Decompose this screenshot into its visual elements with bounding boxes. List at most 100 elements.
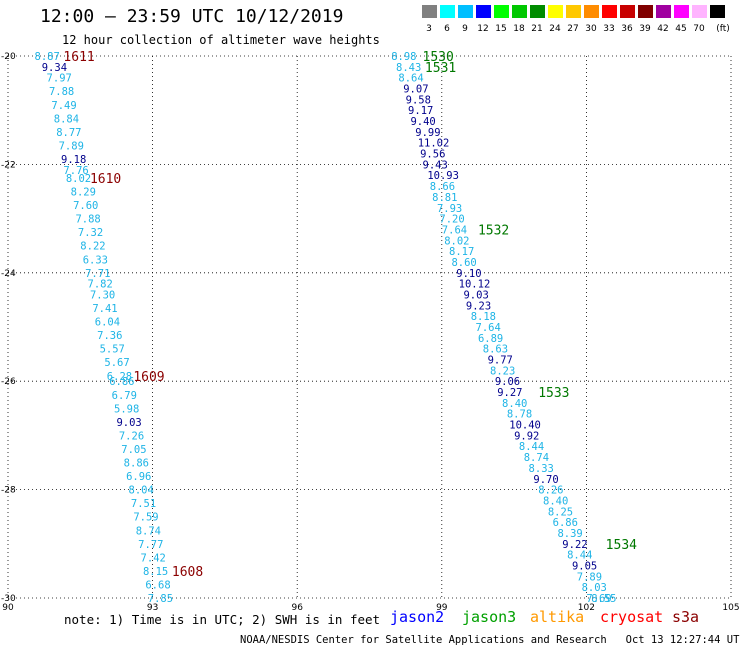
page-subtitle: 12 hour collection of altimeter wave hei… bbox=[62, 33, 380, 47]
wave-height-value: 7.26 bbox=[119, 430, 144, 442]
wave-height-value: 8.63 bbox=[483, 344, 508, 356]
x-tick-label: 105 bbox=[722, 603, 739, 613]
wave-height-value: 8.55 bbox=[591, 593, 616, 605]
wave-height-value: 8.44 bbox=[519, 441, 544, 453]
y-tick-label: -20 bbox=[1, 52, 16, 62]
wave-height-value: 8.40 bbox=[543, 495, 568, 507]
y-tick-label: -26 bbox=[1, 377, 16, 387]
color-scale-label: 70 bbox=[693, 24, 705, 34]
wave-height-value: 8.86 bbox=[124, 458, 149, 470]
wave-height-value: 8.04 bbox=[129, 485, 154, 497]
y-tick-label: -28 bbox=[1, 486, 16, 496]
wave-height-value: 6.79 bbox=[112, 390, 137, 402]
color-swatch-18 bbox=[512, 5, 527, 18]
wave-height-value: 8.33 bbox=[529, 463, 554, 475]
wave-height-value: 5.98 bbox=[114, 403, 139, 415]
wave-height-value: 9.27 bbox=[497, 387, 522, 399]
wave-height-value: 8.77 bbox=[56, 127, 81, 139]
wave-height-value: 8.29 bbox=[71, 187, 96, 199]
color-scale-label: 12 bbox=[477, 24, 489, 34]
wave-height-value: 6.89 bbox=[478, 333, 503, 345]
wave-height-value: 7.88 bbox=[49, 86, 74, 98]
wave-height-value: 7.89 bbox=[59, 140, 84, 152]
wave-height-value: 6.04 bbox=[95, 317, 120, 329]
wave-height-value: 8.64 bbox=[398, 73, 423, 85]
wave-height-value: 7.60 bbox=[73, 200, 98, 212]
wave-height-value: 7.42 bbox=[141, 552, 166, 564]
wave-height-value: 6.86 bbox=[109, 376, 134, 388]
pass-time-label: 1610 bbox=[90, 172, 121, 187]
color-swatch-33 bbox=[602, 5, 617, 18]
wave-height-value: 10.93 bbox=[427, 170, 459, 182]
wave-height-value: 9.34 bbox=[42, 62, 67, 74]
wave-height-value: 8.40 bbox=[502, 398, 527, 410]
credit-organization: NOAA/NESDIS Center for Satellite Applica… bbox=[240, 634, 607, 646]
color-swatch-70 bbox=[692, 5, 707, 18]
wave-height-value: 11.02 bbox=[418, 138, 450, 150]
color-scale-label: 9 bbox=[462, 24, 468, 34]
color-swatch-30 bbox=[584, 5, 599, 18]
wave-height-value: 9.77 bbox=[488, 355, 513, 367]
wave-height-value: 6.28 bbox=[107, 371, 132, 383]
color-scale-label: 33 bbox=[603, 24, 615, 34]
wave-height-value: 9.99 bbox=[415, 127, 440, 139]
credit-line: NOAA/NESDIS Center for Satellite Applica… bbox=[240, 634, 740, 646]
wave-height-value: 10.40 bbox=[509, 420, 541, 432]
wave-height-value: 9.40 bbox=[410, 116, 435, 128]
pass-time-label: 1534 bbox=[606, 538, 637, 553]
color-swatch-15 bbox=[494, 5, 509, 18]
y-tick-label: -22 bbox=[1, 160, 16, 170]
color-swatch-max bbox=[710, 5, 725, 18]
wave-height-value: 6.86 bbox=[553, 517, 578, 529]
wave-height-value: 7.64 bbox=[476, 322, 501, 334]
color-swatch-45 bbox=[674, 5, 689, 18]
wave-height-value: 8.26 bbox=[538, 485, 563, 497]
color-scale-label: 39 bbox=[639, 24, 651, 34]
wave-height-value: 8.87 bbox=[35, 51, 60, 63]
wave-height-value: 10.12 bbox=[459, 279, 491, 291]
color-swatch-39 bbox=[638, 5, 653, 18]
wave-height-value: 9.92 bbox=[514, 430, 539, 442]
wave-height-value: 5.57 bbox=[100, 344, 125, 356]
wave-height-value: 9.05 bbox=[572, 560, 597, 572]
color-swatch-3 bbox=[422, 5, 437, 18]
y-tick-label: -30 bbox=[1, 594, 16, 604]
wave-height-value: 7.49 bbox=[51, 100, 76, 112]
color-swatch-27 bbox=[566, 5, 581, 18]
wave-height-value: 7.20 bbox=[439, 214, 464, 226]
wave-height-value: 7.69 bbox=[586, 593, 611, 605]
color-scale-label: 36 bbox=[621, 24, 633, 34]
pass-time-label: 1608 bbox=[172, 565, 203, 580]
wave-height-value: 9.03 bbox=[463, 289, 488, 301]
wave-height-value: 8.22 bbox=[80, 241, 105, 253]
wave-height-value: 7.64 bbox=[442, 224, 467, 236]
pass-time-label: 1531 bbox=[425, 61, 456, 76]
wave-height-value: 9.58 bbox=[406, 94, 431, 106]
mission-label-s3a: s3a bbox=[672, 608, 700, 626]
wave-height-value: 9.23 bbox=[466, 300, 491, 312]
wave-height-value: 8.39 bbox=[557, 528, 582, 540]
wave-height-value: 8.25 bbox=[548, 506, 573, 518]
wave-height-value: 7.71 bbox=[85, 268, 110, 280]
color-scale-label: 21 bbox=[531, 24, 543, 34]
mission-label-altika: altika bbox=[530, 608, 585, 626]
wave-height-value: 8.81 bbox=[432, 192, 457, 204]
wave-height-value: 8.17 bbox=[449, 246, 474, 258]
wave-height-value: 7.89 bbox=[577, 571, 602, 583]
wave-height-value: 9.06 bbox=[495, 376, 520, 388]
color-scale-unit: (ft) bbox=[716, 24, 730, 34]
wave-height-value: 7.30 bbox=[90, 289, 115, 301]
wave-height-value: 8.03 bbox=[582, 582, 607, 594]
wave-height-value: 6.33 bbox=[83, 254, 108, 266]
color-scale-label: 3 bbox=[426, 24, 432, 34]
pass-time-label: 1609 bbox=[133, 370, 164, 385]
wave-height-value: 8.60 bbox=[451, 257, 476, 269]
wave-height-value: 8.74 bbox=[524, 452, 549, 464]
wave-height-value: 7.77 bbox=[138, 539, 163, 551]
wave-height-value: 7.93 bbox=[437, 203, 462, 215]
wave-height-value: 8.15 bbox=[143, 566, 168, 578]
wave-height-value: 8.78 bbox=[507, 409, 532, 421]
color-swatch-36 bbox=[620, 5, 635, 18]
wave-height-value: 8.43 bbox=[396, 62, 421, 74]
